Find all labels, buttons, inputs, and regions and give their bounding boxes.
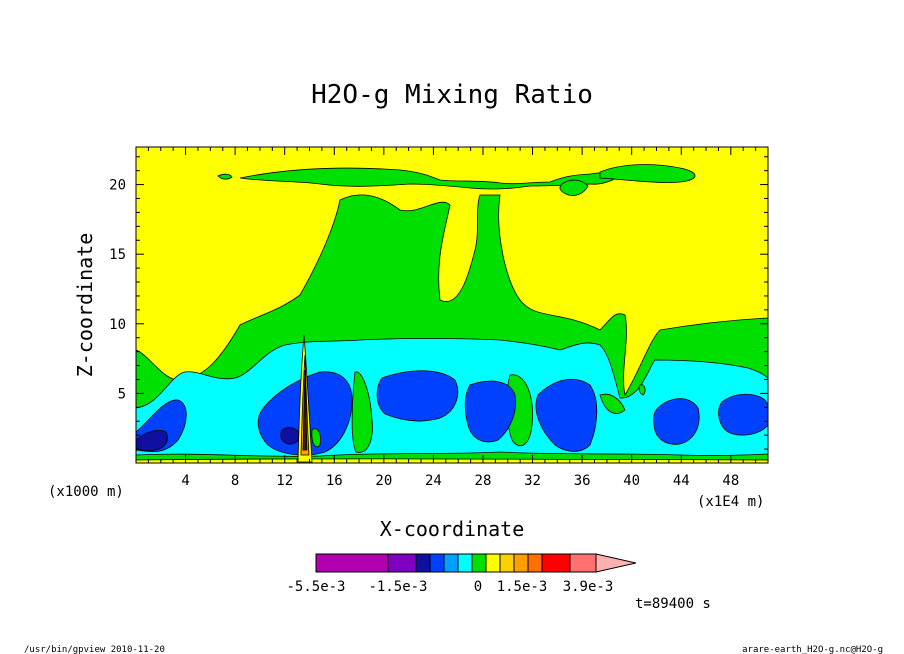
y-axis-ticks: 5 10 15 20 <box>109 156 768 450</box>
colorbar-segment <box>485 553 501 573</box>
x-unit-right: (x1E4 m) <box>697 494 764 510</box>
x-axis-label: X-coordinate <box>380 517 525 541</box>
green-cloud-right <box>599 164 696 183</box>
x-tick-label: 32 <box>524 473 541 489</box>
colorbar-segment <box>499 553 515 573</box>
x-axis-ticks: 4 8 12 16 20 24 28 32 36 40 44 48 <box>147 147 757 489</box>
navy-core-2 <box>280 427 301 445</box>
colorbar-labels: -5.5e-3 -1.5e-3 0 1.5e-3 3.9e-3 <box>286 579 613 595</box>
green-intrusion-4 <box>638 384 646 396</box>
x-tick-label: 16 <box>326 473 343 489</box>
colorbar-segment <box>541 553 571 573</box>
y-tick-label: 15 <box>109 247 126 263</box>
colorbar-arrow <box>595 553 637 573</box>
x-tick-label: 40 <box>623 473 640 489</box>
x-tick-label: 20 <box>375 473 392 489</box>
colorbar-segment <box>415 553 431 573</box>
colorbar-label: -5.5e-3 <box>286 579 345 595</box>
x-tick-label: 8 <box>231 473 239 489</box>
tower-green-flank <box>311 428 321 448</box>
colorbar-segment <box>387 553 417 573</box>
x-tick-label: 36 <box>574 473 591 489</box>
y-tick-label: 10 <box>109 317 126 333</box>
colorbar-segment <box>527 553 543 573</box>
colorbar-label: 3.9e-3 <box>563 579 614 595</box>
colorbar-label: 1.5e-3 <box>497 579 548 595</box>
blue-core-5 <box>535 378 598 452</box>
navy-core-1 <box>136 430 168 452</box>
x-tick-label: 44 <box>673 473 690 489</box>
plot-frame <box>135 146 769 464</box>
green-cloud-small-mid <box>559 179 589 196</box>
y-axis-label: Z-coordinate <box>73 233 97 378</box>
plot-area <box>136 147 768 463</box>
colorbar-segment <box>471 553 487 573</box>
footer-left: /usr/bin/gpview 2010-11-20 <box>24 645 165 654</box>
colorbar <box>315 553 637 573</box>
convective-tower <box>297 334 321 463</box>
footer-right: arare-earth_H2O-g.nc@H2O-g <box>742 645 883 654</box>
blue-core-7 <box>718 393 768 436</box>
x-tick-label: 48 <box>722 473 739 489</box>
y-tick-label: 5 <box>118 386 126 402</box>
chart-title: H2O-g Mixing Ratio <box>311 80 593 110</box>
colorbar-label: 0 <box>474 579 482 595</box>
colorbar-segment <box>569 553 597 573</box>
y-tick-label: 20 <box>109 178 126 194</box>
x-unit-left: (x1000 m) <box>48 484 124 500</box>
blue-core-4 <box>464 380 517 443</box>
x-tick-label: 24 <box>425 473 442 489</box>
field-navy-regions <box>136 427 301 452</box>
colorbar-segment <box>457 553 473 573</box>
tower-core <box>302 369 308 451</box>
time-label: t=89400 s <box>635 596 711 612</box>
colorbar-segment <box>315 553 389 573</box>
x-tick-label: 4 <box>181 473 189 489</box>
green-cloud-small-left <box>217 173 233 180</box>
colorbar-label: -1.5e-3 <box>368 579 427 595</box>
surface-yellow-stripe <box>136 458 768 463</box>
colorbar-segment <box>429 553 445 573</box>
x-tick-label: 12 <box>276 473 293 489</box>
colorbar-segment <box>513 553 529 573</box>
blue-core-6 <box>653 398 700 445</box>
x-tick-label: 28 <box>475 473 492 489</box>
colorbar-segment <box>443 553 459 573</box>
green-intrusion-3 <box>599 393 626 414</box>
blue-core-3 <box>376 370 459 422</box>
green-intrusion-1 <box>351 371 373 453</box>
